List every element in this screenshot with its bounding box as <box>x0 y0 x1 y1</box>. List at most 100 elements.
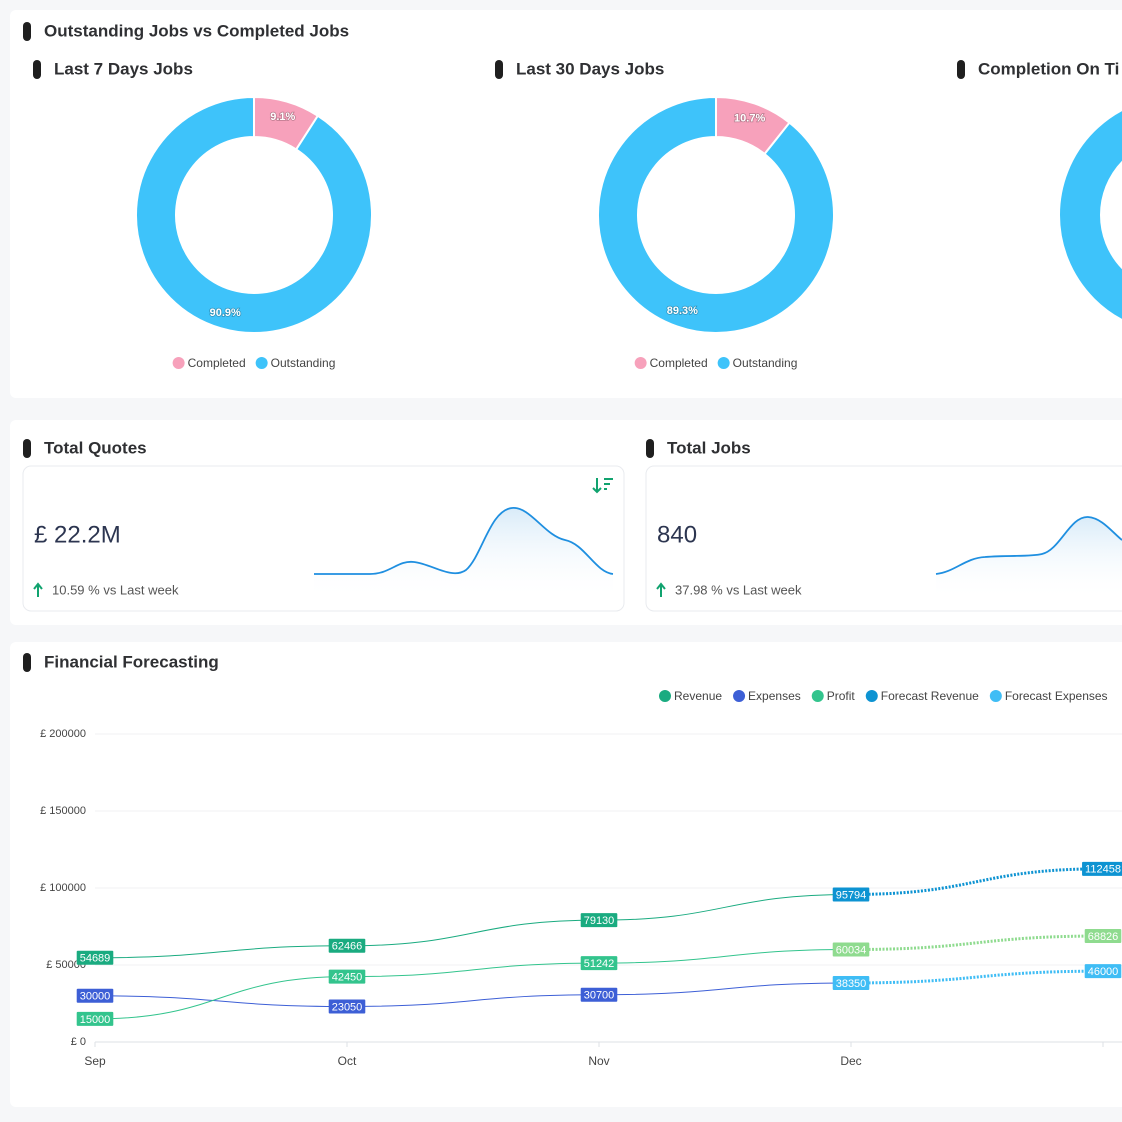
series-line <box>850 867 1104 896</box>
data-label: 68826 <box>1084 929 1122 944</box>
slice-label: 10.7% <box>734 113 765 125</box>
label-text: 112458 <box>1085 864 1121 876</box>
y-tick-label: £ 200000 <box>40 728 86 740</box>
label-chip <box>76 988 114 1003</box>
chart-title: Completion On Ti <box>978 59 1119 78</box>
label-chip <box>328 969 366 984</box>
label-chip <box>580 913 618 928</box>
data-label: 51242 <box>580 956 618 971</box>
data-label: 79130 <box>580 913 618 928</box>
label-text: 62466 <box>332 941 363 953</box>
label-text: 79130 <box>584 915 615 927</box>
data-label: 54689 <box>76 950 114 965</box>
chart-title: Last 30 Days Jobs <box>516 59 664 78</box>
data-label: 46000 <box>1084 964 1122 979</box>
x-tick-label: Nov <box>588 1054 609 1068</box>
title-marker <box>495 60 503 79</box>
y-tick-label: £ 0 <box>71 1036 86 1048</box>
label-text: 23050 <box>332 1001 363 1013</box>
data-label: 62466 <box>328 938 366 953</box>
legend-label: Completed <box>188 356 246 370</box>
legend: Completed Outstanding <box>172 356 336 370</box>
label-text: 60034 <box>836 944 867 956</box>
legend-dot <box>717 357 730 369</box>
x-tick-label: Oct <box>338 1054 357 1068</box>
x-tick-label: Dec <box>840 1054 861 1068</box>
title-marker <box>23 22 31 41</box>
x-tick-label: Sep <box>84 1054 106 1068</box>
label-chip <box>832 975 870 990</box>
sparkline <box>314 507 614 575</box>
title-marker <box>23 653 31 672</box>
section-title: Outstanding Jobs vs Completed Jobs <box>44 21 349 40</box>
slice-label: 89.3% <box>667 305 698 317</box>
data-label: 30000 <box>76 988 114 1003</box>
y-tick-label: £ 100000 <box>40 882 86 894</box>
legend-label: Outstanding <box>733 356 798 370</box>
data-label: 30700 <box>580 987 618 1002</box>
data-label: 23050 <box>328 999 366 1014</box>
label-text: 68826 <box>1088 931 1119 943</box>
legend-label: Completed <box>650 356 708 370</box>
kpi-change: 37.98 % vs Last week <box>675 582 802 597</box>
sparkline <box>935 516 1122 575</box>
legend-label: Outstanding <box>271 356 336 370</box>
data-label: 60034 <box>832 942 870 957</box>
series-line <box>94 949 852 1020</box>
y-tick-label: £ 150000 <box>40 805 86 817</box>
title-marker <box>957 60 965 79</box>
donut-slice <box>135 95 373 334</box>
label-text: 95794 <box>836 889 867 901</box>
legend-dot <box>811 690 824 702</box>
kpi-title: Total Jobs <box>667 438 751 457</box>
label-text: 42450 <box>332 972 363 984</box>
label-chip <box>832 942 870 957</box>
legend-label: Profit <box>827 689 856 703</box>
title-marker <box>23 439 31 458</box>
label-text: 15000 <box>80 1014 111 1026</box>
title-marker <box>646 439 654 458</box>
title-marker <box>33 60 41 79</box>
data-label: 42450 <box>328 969 366 984</box>
up-arrow <box>33 582 43 597</box>
label-chip <box>580 956 618 971</box>
kpi-title: Total Quotes <box>44 438 147 457</box>
label-chip <box>832 887 870 902</box>
label-text: 30700 <box>584 990 615 1002</box>
legend-dot <box>634 357 647 369</box>
legend-label: Forecast Expenses <box>1005 689 1108 703</box>
chart-title: Financial Forecasting <box>44 652 219 671</box>
legend-dot <box>255 357 268 369</box>
sort-icon[interactable] <box>592 478 613 494</box>
label-chip <box>1084 964 1122 979</box>
kpi-change: 10.59 % vs Last week <box>52 582 179 597</box>
data-label: 15000 <box>76 1011 114 1026</box>
legend-dot <box>659 690 671 702</box>
label-text: 54689 <box>80 953 111 965</box>
legend-label: Revenue <box>674 689 722 703</box>
label-chip <box>328 999 366 1014</box>
series-line <box>850 969 1104 985</box>
kpi-value: 840 <box>657 521 697 548</box>
donut-ring <box>1060 111 1122 319</box>
legend-dot <box>865 690 878 702</box>
label-chip <box>328 938 366 953</box>
data-label: 112458 <box>1082 861 1122 876</box>
label-text: 51242 <box>584 958 615 970</box>
slice-label: 90.9% <box>210 307 241 319</box>
label-chip <box>76 1011 114 1026</box>
label-chip <box>1084 929 1122 944</box>
sparkline-area <box>314 507 613 600</box>
label-chip <box>580 987 618 1002</box>
slice-label: 9.1% <box>270 111 295 123</box>
sparkline-area <box>936 516 1122 600</box>
series-line <box>94 893 852 959</box>
series-line <box>850 934 1104 952</box>
label-text: 38350 <box>836 978 867 990</box>
series-line <box>94 982 852 1008</box>
label-chip <box>1082 861 1122 876</box>
kpi-value: £ 22.2M <box>34 521 121 548</box>
legend-dot <box>989 690 1002 702</box>
